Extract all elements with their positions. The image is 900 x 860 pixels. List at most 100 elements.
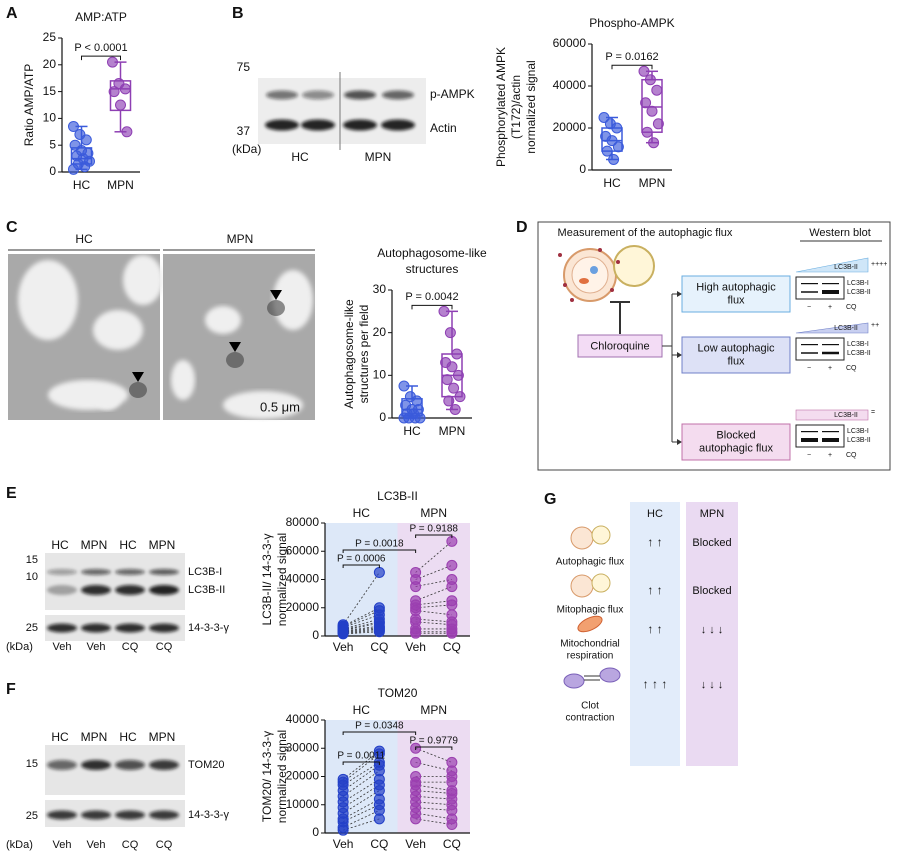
dot-icon (570, 298, 574, 302)
p-value: P = 0.9779 (410, 736, 459, 747)
panel-label: F (6, 681, 16, 698)
significance-bracket (342, 731, 417, 735)
blot-band (115, 585, 145, 595)
mini-band (822, 344, 839, 346)
data-point (446, 361, 458, 373)
mw-unit: (kDa) (6, 641, 33, 653)
y-axis-label: TOM20/ 14-3-3-γ (260, 731, 274, 822)
panel-label: C (6, 219, 18, 236)
y-tick-label: 60000 (553, 36, 587, 50)
data-point (612, 141, 624, 153)
chart-title: TOM20 (378, 686, 418, 700)
connector (662, 294, 673, 442)
arrowhead (270, 290, 282, 300)
group-background (397, 523, 470, 636)
y-tick-label: 30000 (286, 740, 320, 754)
mw-unit: (kDa) (6, 839, 33, 851)
data-point (409, 412, 421, 424)
mini-blot (795, 424, 845, 448)
lane-group: HC (291, 150, 309, 164)
y-tick-label: 20 (373, 325, 387, 339)
blot-band (382, 90, 414, 100)
blot-band (301, 119, 335, 131)
column-bg (630, 502, 680, 766)
pair-line (342, 778, 380, 803)
data-point (443, 395, 455, 407)
cell-icon (571, 256, 609, 294)
dot-icon (598, 248, 602, 252)
outcome-label: autophagic flux (699, 442, 773, 454)
data-point (611, 122, 623, 134)
lane-label: + (828, 365, 832, 372)
level-label: ++ (871, 322, 879, 329)
mw-marker: 25 (26, 810, 38, 822)
data-point (337, 824, 349, 836)
em-vacuole (123, 255, 163, 305)
y-axis-label: Phosphorylated AMPK (494, 47, 508, 167)
x-tick-label: HC (403, 424, 421, 438)
pair-line (342, 607, 380, 627)
outcome-label: Low autophagic (697, 342, 775, 354)
pair-line (342, 784, 380, 808)
significance-bracket (81, 55, 121, 61)
data-point (410, 627, 422, 639)
band-label: 14-3-3-γ (188, 622, 229, 634)
blot-band (115, 623, 145, 633)
scale-bar-label: 0.5 μm (260, 399, 300, 414)
y-tick-label: 0 (312, 825, 319, 839)
pair-line (415, 747, 453, 763)
significance-bracket (415, 746, 453, 750)
data-point (448, 382, 460, 394)
platelet-icon (599, 667, 621, 683)
x-tick-label: Veh (333, 640, 354, 654)
treatment-label: Veh (87, 641, 106, 653)
band-label: LC3B-I (847, 341, 869, 348)
x-tick-label: CQ (370, 837, 388, 851)
image-label: MPN (227, 232, 254, 246)
data-point (441, 374, 453, 386)
x-tick-label: HC (603, 176, 621, 190)
data-point (108, 86, 120, 98)
data-point (444, 327, 456, 339)
band-label: Actin (430, 121, 457, 135)
y-axis-label: normalized signal (275, 533, 289, 626)
mini-band (822, 431, 839, 433)
em-vacuole (96, 390, 120, 410)
band-label: TOM20 (188, 759, 224, 771)
blot-band (381, 119, 415, 131)
blot-band (302, 90, 334, 100)
pair-line (342, 614, 380, 628)
mini-band (822, 351, 839, 355)
y-axis-label: (T172)/actin (509, 75, 523, 139)
row-label: Mitochondrial (560, 639, 619, 650)
blot-band (149, 760, 179, 770)
cell-icon (570, 574, 594, 598)
y-tick-label: 15 (43, 84, 57, 98)
blot-band (47, 569, 77, 575)
em-vacuole (205, 306, 241, 334)
arrowhead (229, 342, 241, 352)
cell-icon (613, 245, 655, 287)
data-point (446, 599, 458, 611)
blot-membrane (45, 553, 185, 610)
column-header: HC (647, 508, 663, 520)
blot-band (81, 585, 111, 595)
x-tick-label: HC (73, 178, 91, 192)
blot-membrane (45, 745, 185, 795)
table-cell: ↓ ↓ ↓ (701, 624, 724, 636)
treatment-label: Veh (87, 839, 106, 851)
em-vacuole (93, 310, 143, 350)
treatment-label: CQ (846, 365, 857, 372)
table-cell: Blocked (692, 537, 731, 549)
panel-label: B (232, 5, 244, 22)
y-tick-label: 20000 (286, 769, 320, 783)
mito-icon (579, 278, 589, 284)
data-point (68, 120, 79, 132)
y-tick-label: 60000 (286, 543, 320, 557)
treatment-label: CQ (156, 641, 173, 653)
band-label: LC3B-I (847, 428, 869, 435)
chart-title: Phospho-AMPK (589, 16, 674, 30)
pair-line (342, 762, 380, 786)
diagram-title: Measurement of the autophagic flux (558, 227, 733, 239)
data-point (446, 627, 458, 639)
